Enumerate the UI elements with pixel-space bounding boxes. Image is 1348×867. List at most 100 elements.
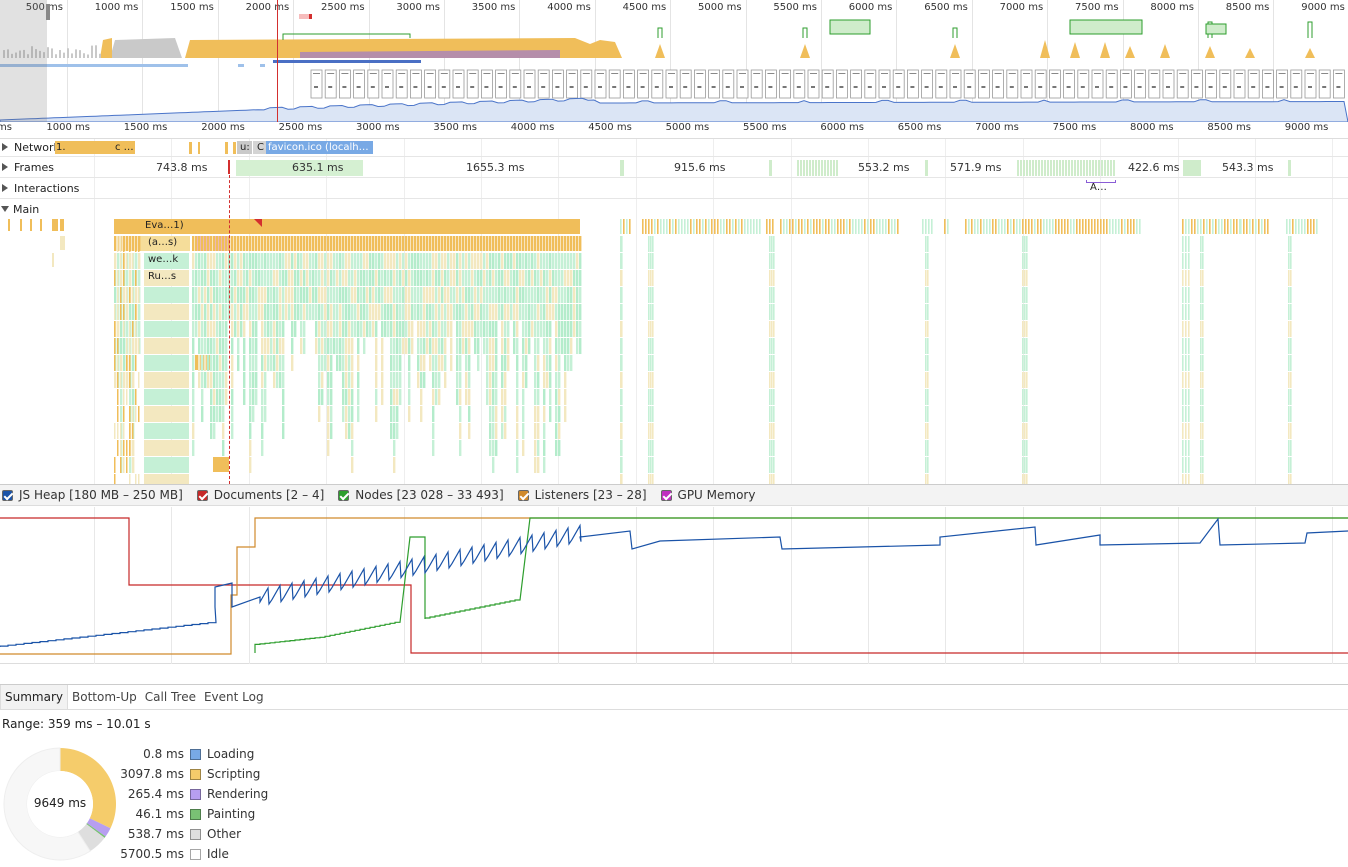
tracks-area[interactable] [0,139,1348,484]
main-flame-chart[interactable] [0,139,1348,484]
frame-block [1092,160,1094,176]
expand-arrow-icon[interactable] [2,143,8,151]
gpu-memory-toggle[interactable]: GPU Memory [660,488,755,502]
main-event-label[interactable]: we…k [148,254,179,265]
main-event-bar [459,338,462,354]
overview-screenshot-detail [341,73,349,74]
main-event-bar [534,406,537,422]
main-event-bar [261,355,264,371]
main-event-bar [1088,219,1090,234]
main-event-bar [126,372,129,388]
main-event-bar [501,338,504,354]
listeners-toggle[interactable]: Listeners [23 – 28] [517,488,647,502]
main-event-bar [324,321,327,337]
tab-call-tree[interactable]: Call Tree [144,690,196,704]
main-event-bar [798,219,800,234]
main-event-bar [255,287,258,303]
frames-track-header[interactable]: Frames [0,159,54,175]
main-event-label[interactable]: Eva…1) [145,220,184,231]
overview-frames-block [1205,23,1227,35]
main-event-bar [219,287,222,303]
timeline-overview[interactable]: 500 ms 1000 ms 1500 ms 2000 ms 2500 ms 3000 m… [0,0,1348,122]
counter-graph[interactable] [0,507,1348,664]
network-request-bar[interactable] [253,141,266,154]
main-event-bar [573,253,576,269]
overview-gridline [217,0,219,122]
main-event-bar [648,474,650,484]
main-event-bar [435,287,438,303]
ruler-tick-label: 9000 ms [1284,122,1329,133]
main-event-bar [1290,304,1292,320]
main-event-bar [465,270,468,286]
main-event-bar [255,372,258,388]
overview-window-left-shade[interactable] [0,0,47,122]
expand-arrow-icon[interactable] [2,184,8,192]
main-event-bar [237,270,240,286]
main-event-bar [558,270,561,286]
main-event-bar [240,236,243,251]
interactions-track-header[interactable]: Interactions [0,180,79,196]
main-event-bar [351,321,354,337]
main-event-bar [1024,355,1026,371]
main-event-bar [249,440,252,456]
documents-toggle[interactable]: Documents [2 – 4] [196,488,324,502]
overview-screenshot-thumb [480,69,493,99]
network-request-favicon[interactable] [266,141,373,154]
main-event-bar [432,253,435,269]
ruler-tick-label: 5000 ms [665,122,710,133]
main-event-bar [620,457,622,473]
main-track-header[interactable]: Main [0,201,39,217]
overview-other-bar [83,53,85,58]
main-event-bar [501,287,504,303]
main-event-bar [852,219,854,234]
main-event-bar [885,219,887,234]
ruler-tick-label: 7500 ms [1052,122,1097,133]
overview-screenshot-detail [356,86,361,88]
overview-screenshot-detail [668,73,675,74]
main-event-bar [504,389,507,405]
main-event-bar [501,304,504,320]
main-event-bar [648,270,650,286]
overview-screenshot-detail [1038,86,1043,88]
tab-summary[interactable]: Summary [0,685,68,709]
overview-window-handle[interactable] [46,4,50,20]
main-event-bar [516,321,519,337]
overview-screenshot-thumb [821,69,834,99]
main-event-label[interactable]: (a…s) [148,237,178,248]
main-event-bar [971,219,973,234]
checkbox-icon[interactable] [660,489,672,501]
main-event-bar [342,236,345,251]
main-event-label[interactable]: Ru…s [148,271,177,282]
network-request-bar[interactable] [237,141,252,154]
main-event-bar [273,304,276,320]
js-heap-toggle[interactable]: JS Heap [180 MB – 250 MB] [2,488,183,502]
main-event-bar [351,406,354,422]
main-event-bar [255,253,258,269]
network-track-header[interactable]: Network [0,139,64,155]
main-event-bar [375,338,378,354]
main-event-bar [132,389,135,405]
main-event-bar [666,219,668,234]
tab-bottom-up[interactable]: Bottom-Up [72,690,137,704]
network-request-bar[interactable] [55,141,135,154]
checkbox-icon[interactable] [338,489,350,501]
main-event-bar [243,338,246,354]
main-event-bar [922,219,924,234]
overview-screenshot-detail [598,86,602,88]
tab-event-log[interactable]: Event Log [203,690,264,704]
expand-arrow-icon[interactable] [2,163,8,171]
checkbox-icon[interactable] [517,489,529,501]
main-event-bar [771,270,773,286]
main-event-bar [773,372,775,388]
main-event-bar [240,253,243,269]
checkbox-icon[interactable] [196,489,208,501]
collapse-arrow-icon[interactable] [1,206,9,212]
overview-scripting-spike [1245,48,1255,58]
nodes-toggle[interactable]: Nodes [23 028 – 33 493] [338,488,504,502]
interaction-bar[interactable] [1086,180,1116,183]
main-event-bar [231,321,234,337]
network-small-bar [198,142,200,154]
checkbox-icon[interactable] [2,489,13,501]
main-event-bar [495,287,498,303]
overview-gridline [670,0,672,122]
